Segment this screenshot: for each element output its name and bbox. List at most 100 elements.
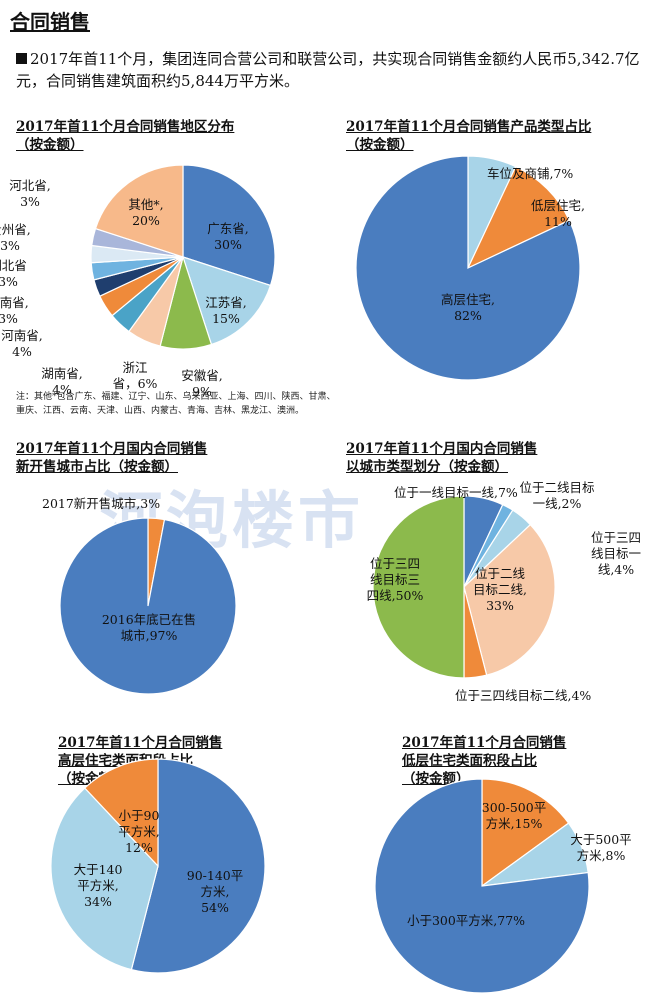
- slice-label: 海南省,3%: [0, 295, 29, 327]
- slice-label-line: 浙江: [122, 360, 148, 375]
- chart-title-lowrise: 2017年首11个月合同销售 低层住宅类面积段占比 （按金额）: [402, 734, 566, 788]
- slice-label-line: 20%: [132, 213, 160, 228]
- slice-label-line: 90-140平: [186, 868, 244, 883]
- slice-label-line: 安徽省,: [181, 368, 223, 383]
- pie-slice: [481, 778, 570, 888]
- pie-slice: [83, 758, 159, 868]
- slice-label-line: 其他*,: [128, 197, 164, 212]
- chart-title-product: 2017年首11个月合同销售产品类型占比 （按金额）: [346, 118, 591, 154]
- slice-label-line: 位于二线目标: [519, 480, 595, 495]
- pie-slice: [355, 155, 581, 381]
- slice-label-line: 82%: [454, 308, 482, 323]
- slice-label-line: 11%: [544, 214, 572, 229]
- slice-label: 高层住宅, 82%: [441, 292, 495, 324]
- slice-label-line: 海南省,: [0, 295, 29, 310]
- pie-chart-2: [59, 517, 237, 695]
- title-line: 2017年首11个月合同销售地区分布: [16, 119, 235, 135]
- slice-label-line: 湖北省: [0, 258, 27, 273]
- slice-label: 300-500平 方米,15%: [482, 800, 546, 832]
- slice-label-line: 平方米,: [77, 878, 119, 893]
- slice-label-line: 位于一线目标一线,7%: [394, 485, 518, 500]
- region-footnote: 注：其他*包含广东、福建、辽宁、山东、乌来西亚、上海、四川、陕西、甘肃、重庆、江…: [16, 392, 336, 416]
- slice-label: 2017新开售城市,3%: [42, 496, 160, 512]
- slice-label-line: 位于三四线目标二线,4%: [455, 688, 592, 703]
- slice-label-line: 大于500平: [570, 832, 632, 847]
- title-line: 2017年首11个月合同销售产品类型占比: [346, 119, 592, 135]
- pie-slice: [94, 164, 184, 258]
- slice-label: 低层住宅, 11%: [531, 198, 585, 230]
- slice-label: 河北省, 3%: [9, 178, 50, 210]
- slice-label-line: 线,4%: [597, 562, 635, 577]
- chart-title-city-type: 2017年首11个月国内合同销售 以城市类型划分（按金额）: [346, 440, 537, 476]
- pie-chart-0: [90, 164, 276, 350]
- slice-label-line: 河北省,: [9, 178, 51, 193]
- slice-label: 位于三四线目标二线,4%: [455, 688, 591, 704]
- pie-slice: [59, 517, 237, 695]
- slice-label-line: 方米,: [200, 884, 230, 899]
- slice-label: 位于三四 线目标三 四线,50%: [367, 556, 424, 604]
- slice-label-line: 2017新开售城市,3%: [42, 496, 161, 511]
- slice-label: 安徽省, 9%: [181, 368, 222, 400]
- slice-label: 浙江 省，6%: [113, 360, 158, 392]
- slice-label-line: 3%: [0, 238, 20, 253]
- slice-label-line: 33%: [486, 598, 514, 613]
- slice-label-line: 方米,15%: [485, 816, 543, 831]
- slice-label-line: 河南省,: [1, 328, 43, 343]
- pie-slice: [372, 495, 465, 679]
- slice-label-line: 方米,8%: [576, 848, 626, 863]
- slice-label-line: 湖南省,: [41, 366, 83, 381]
- pie-slice: [466, 165, 571, 270]
- title-line: 低层住宅类面积段占比: [402, 753, 537, 769]
- slice-label-line: 3%: [0, 274, 18, 289]
- slice-label-line: 省，6%: [112, 376, 158, 391]
- slice-label-line: 54%: [201, 900, 229, 915]
- slice-label: 小于90 平方米, 12%: [118, 808, 159, 856]
- pie-chart-1: [355, 155, 581, 381]
- slice-label-line: 3%: [0, 311, 18, 326]
- slice-label: 湖北省3%: [0, 258, 27, 290]
- slice-label-line: 4%: [52, 382, 72, 397]
- slice-label-line: 车位及商铺,7%: [487, 166, 574, 181]
- slice-label-line: 贵州省,: [0, 222, 31, 237]
- title-line: 2017年首11个月合同销售: [58, 735, 223, 751]
- slice-label-line: 15%: [212, 311, 240, 326]
- slice-label-line: 一线,2%: [532, 496, 582, 511]
- slice-label-line: 低层住宅,: [531, 198, 585, 213]
- slice-label-line: 小于300平方米,77%: [406, 913, 526, 928]
- pie-slice: [50, 787, 159, 971]
- slice-label: 河南省, 4%: [1, 328, 42, 360]
- slice-label: 小于300平方米,77%: [407, 913, 525, 929]
- chart-title-new-city: 2017年首11个月国内合同销售 新开售城市占比（按金额）: [16, 440, 207, 476]
- title-line: 2017年首11个月合同销售: [402, 735, 567, 751]
- slice-label-line: 广东省,: [207, 221, 249, 236]
- slice-label: 江苏省, 15%: [205, 295, 246, 327]
- title-line: 2017年首11个月国内合同销售: [16, 441, 208, 457]
- pie-slice: [182, 164, 276, 287]
- pie-slice: [374, 778, 590, 994]
- slice-label: 90-140平 方米, 54%: [187, 868, 244, 916]
- bullet-square-icon: [16, 53, 27, 64]
- chart-title-region: 2017年首11个月合同销售地区分布 （按金额）: [16, 118, 234, 154]
- slice-label-line: 线目标三: [369, 572, 421, 587]
- slice-label: 湖南省, 4%: [41, 366, 82, 398]
- slice-label-line: 线目标一: [590, 546, 642, 561]
- slice-label-line: 位于三四: [369, 556, 421, 571]
- intro-paragraph: 2017年首11个月，集团连同合营公司和联营公司，共实现合同销售金额约人民币5,…: [16, 48, 644, 92]
- slice-label: 位于二线 目标二线, 33%: [473, 566, 527, 614]
- slice-label: 位于二线目标 一线,2%: [519, 480, 594, 512]
- slice-label: 大于500平 方米,8%: [570, 832, 631, 864]
- slice-label-line: 位于三四: [590, 530, 642, 545]
- slice-label-line: 小于90: [118, 808, 160, 823]
- slice-label: 贵州省,3%: [0, 222, 31, 254]
- slice-label-line: 34%: [84, 894, 112, 909]
- slice-label-line: 城市,97%: [120, 628, 178, 643]
- pie-slice: [463, 523, 556, 676]
- title-line: 新开售城市占比（按金额）: [16, 459, 178, 475]
- slice-label-line: 3%: [20, 194, 40, 209]
- title-line: 2017年首11个月国内合同销售: [346, 441, 538, 457]
- title-line: （按金额）: [16, 137, 84, 153]
- slice-label-line: 四线,50%: [366, 588, 424, 603]
- pie-chart-5: [374, 778, 590, 994]
- pie-slice: [130, 758, 266, 974]
- slice-label-line: 30%: [214, 237, 242, 252]
